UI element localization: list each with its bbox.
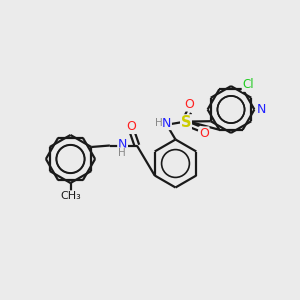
Text: CH₃: CH₃ <box>60 191 81 201</box>
Text: O: O <box>184 98 194 111</box>
Text: O: O <box>127 120 136 134</box>
Text: S: S <box>181 115 191 130</box>
Text: H: H <box>154 118 162 128</box>
Text: N: N <box>162 116 171 130</box>
Text: N: N <box>118 138 127 151</box>
Text: Cl: Cl <box>242 78 254 91</box>
Text: H: H <box>118 148 125 158</box>
Text: N: N <box>256 103 266 116</box>
Text: O: O <box>199 127 209 140</box>
